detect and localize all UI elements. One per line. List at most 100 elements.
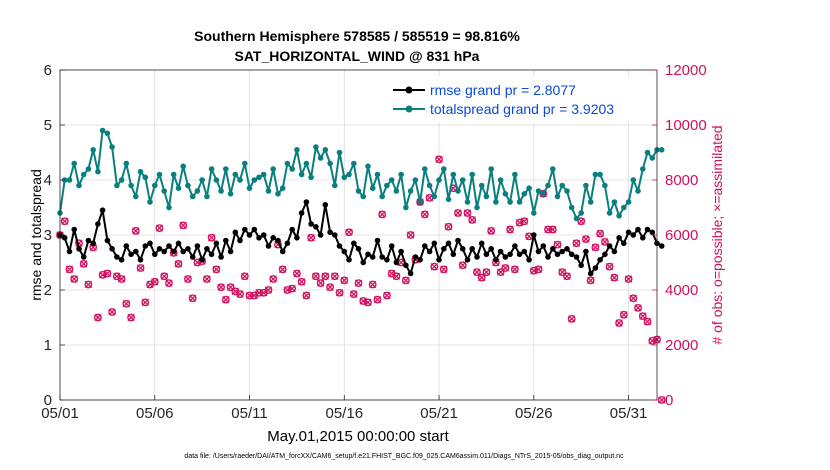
totalspread-point: [493, 199, 499, 205]
obs-point-circle: [439, 265, 448, 274]
obs-point-circle: [174, 259, 183, 268]
obs-point: [582, 235, 590, 244]
y-tick-label: 3: [44, 227, 52, 244]
rmse-point: [478, 240, 485, 247]
obs-point-circle: [103, 269, 112, 278]
totalspread-point: [170, 171, 177, 178]
rmse-point: [336, 243, 343, 249]
obs-point: [117, 275, 126, 283]
totalspread-point: [223, 166, 229, 172]
obs-point: [477, 273, 486, 282]
obs-point-cross: [605, 263, 614, 271]
obs-point-cross: [345, 228, 353, 236]
rmse-point: [180, 248, 186, 255]
rmse-point: [540, 243, 547, 249]
obs-point: [349, 290, 358, 299]
rmse-point: [384, 257, 390, 263]
rmse-point: [123, 243, 130, 249]
totalspread-point: [256, 174, 262, 181]
obs-point-cross: [421, 210, 429, 218]
obs-point-circle: [155, 224, 164, 233]
totalspread-point: [431, 193, 438, 200]
totalspread-point: [516, 199, 523, 205]
obs-point-cross: [279, 265, 287, 273]
totalspread-point: [246, 185, 253, 191]
totalspread-point: [545, 182, 551, 189]
rmse-point: [407, 270, 414, 277]
obs-point-cross: [298, 278, 306, 286]
obs-point-circle: [577, 217, 586, 226]
rmse-point: [568, 251, 575, 258]
obs-point-circle: [482, 268, 491, 277]
obs-point-cross: [108, 308, 116, 316]
obs-point-circle: [435, 155, 443, 164]
totalspread-point: [180, 163, 186, 170]
obs-point-cross: [364, 298, 372, 306]
totalspread-point: [327, 160, 333, 167]
totalspread-point: [592, 171, 599, 178]
obs-point-circle: [430, 262, 439, 271]
obs-point-cross: [117, 275, 126, 283]
obs-point-circle: [392, 272, 401, 281]
totalspread-point: [360, 193, 367, 200]
obs-point-circle: [150, 277, 159, 286]
obs-point-cross: [222, 296, 230, 304]
rmse-point: [246, 232, 253, 238]
totalspread-point: [161, 188, 167, 194]
totalspread-point: [341, 174, 348, 181]
totalspread-point: [265, 188, 272, 194]
totalspread-point: [578, 210, 584, 216]
series-layer: [56, 127, 666, 404]
totalspread-point: [95, 168, 101, 175]
obs-point: [293, 269, 301, 278]
totalspread-point: [114, 182, 120, 189]
obs-point: [430, 262, 439, 271]
obs-point-circle: [624, 275, 633, 283]
totalspread-point: [346, 171, 352, 178]
obs-point-circle: [84, 280, 93, 289]
obs-point: [378, 210, 387, 219]
rmse-point: [161, 248, 167, 255]
rmse-point: [99, 207, 106, 213]
totalspread-point: [597, 171, 603, 178]
obs-point-cross: [61, 217, 69, 225]
obs-point: [240, 272, 249, 281]
obs-point-cross: [84, 280, 93, 289]
rmse-point: [450, 251, 457, 258]
obs-point: [482, 268, 491, 277]
obs-point: [108, 308, 117, 316]
totalspread-point: [417, 199, 423, 205]
obs-point-circle: [293, 269, 301, 278]
totalspread-point: [630, 177, 637, 183]
rmse-point: [412, 254, 419, 260]
obs-point-cross: [610, 274, 618, 282]
obs-point-circle: [240, 272, 249, 281]
rmse-point: [531, 232, 537, 238]
obs-point: [458, 261, 467, 270]
totalspread-point: [611, 199, 618, 205]
totalspread-point: [507, 199, 513, 205]
obs-point: [373, 295, 382, 304]
rmse-point: [550, 246, 556, 252]
totalspread-point: [251, 177, 258, 183]
obs-point-circle: [629, 294, 638, 303]
totalspread-point: [455, 188, 461, 194]
obs-point: [94, 313, 102, 322]
obs-point-cross: [312, 272, 320, 280]
obs-point-circle: [307, 233, 316, 242]
rmse-point: [625, 229, 632, 236]
obs-point-circle: [401, 276, 410, 285]
obs-point-circle: [506, 225, 515, 234]
obs-point: [302, 291, 311, 300]
footnote: data file: /Users/raeder/DAI/ATM_forcXX/…: [184, 453, 624, 460]
obs-point-cross: [269, 275, 277, 283]
totalspread-point: [137, 168, 144, 175]
obs-point-circle: [184, 275, 192, 283]
rmse-point: [80, 254, 87, 260]
totalspread-point: [303, 160, 310, 167]
rmse-point: [118, 257, 125, 263]
rmse-point: [445, 240, 452, 247]
rmse-point: [422, 243, 428, 249]
obs-point-cross: [307, 234, 315, 242]
rmse-point: [464, 257, 471, 263]
